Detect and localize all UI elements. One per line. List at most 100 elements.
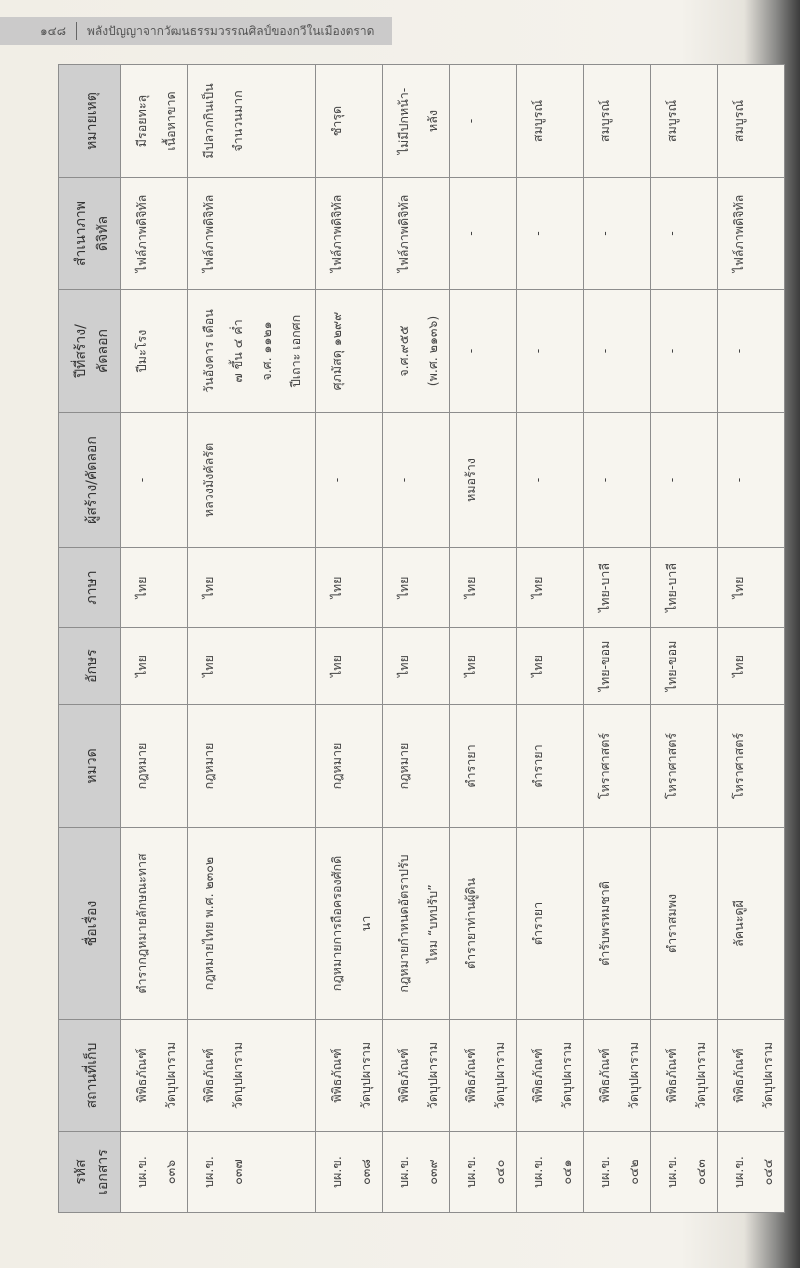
manuscript-table: รหัส เอกสาร สถานที่เก็บ ชื่อเรื่อง หมวด อักษ… (58, 64, 785, 1213)
cell-digital-copy: ไฟล์ภาพดิจิทัล (120, 177, 188, 290)
cell-location: พิพิธภัณฑ์ วัดบุปผาราม (315, 1019, 383, 1132)
cell-script: ไทย-ขอม (650, 627, 718, 705)
column-header-remarks: หมายเหตุ (58, 64, 121, 178)
cell-doc-code: บผ.ข. ๐๔๒ (583, 1131, 651, 1213)
column-header-creator: ผู้สร้าง/คัดลอก (58, 412, 121, 548)
cell-remarks: สมบูรณ์ (717, 64, 785, 178)
column-header-location: สถานที่เก็บ (58, 1019, 121, 1132)
cell-digital-copy: - (650, 177, 718, 290)
column-header-language: ภาษา (58, 547, 121, 628)
table-row: บผ.ข. ๐๔๑ พิพิธภัณฑ์ วัดบุปผาราม ตำรายา ตำร… (516, 64, 584, 1213)
divider (75, 22, 77, 40)
cell-language: ไทย (449, 547, 517, 628)
cell-remarks: - (449, 64, 517, 178)
cell-script: ไทย (717, 627, 785, 705)
cell-doc-code: บผ.ข. ๐๔๐ (449, 1131, 517, 1213)
cell-location: พิพิธภัณฑ์ วัดบุปผาราม (187, 1019, 316, 1132)
cell-digital-copy: - (449, 177, 517, 290)
cell-title: กฎหมายการถือครองศักดิ นา (315, 827, 383, 1020)
cell-language: ไทย (187, 547, 316, 628)
column-header-category: หมวด (58, 704, 121, 828)
cell-remarks: ชำรุด (315, 64, 383, 178)
cell-language: ไทย-บาลี (583, 547, 651, 628)
cell-location: พิพิธภัณฑ์ วัดบุปผาราม (583, 1019, 651, 1132)
cell-language: ไทย (382, 547, 450, 628)
cell-year: - (583, 289, 651, 413)
cell-title: กฎหมายไทย พ.ศ. ๒๓๐๒ (187, 827, 316, 1020)
cell-title: กฎหมายกำหนดอัตราปรับ ไหม “บทปรับ” (382, 827, 450, 1020)
cell-digital-copy: ไฟล์ภาพดิจิทัล (382, 177, 450, 290)
cell-remarks: สมบูรณ์ (516, 64, 584, 178)
cell-year: - (650, 289, 718, 413)
cell-doc-code: บผ.ข. ๐๓๗ (187, 1131, 316, 1213)
cell-language: ไทย-บาลี (650, 547, 718, 628)
manuscript-table-rotated: รหัส เอกสาร สถานที่เก็บ ชื่อเรื่อง หมวด อักษ… (58, 64, 785, 1213)
cell-year: ศุภมัสดุ ๑๒๙๙ (315, 289, 383, 413)
cell-script: ไทย (382, 627, 450, 705)
cell-doc-code: บผ.ข. ๐๔๑ (516, 1131, 584, 1213)
cell-year: จ.ศ.๙๕๕ (พ.ศ. ๒๑๓๖) (382, 289, 450, 413)
cell-script: ไทย (449, 627, 517, 705)
cell-remarks: สมบูรณ์ (650, 64, 718, 178)
cell-category: กฎหมาย (120, 704, 188, 828)
cell-category: ตำรายา (516, 704, 584, 828)
cell-year: ปีมะโรง (120, 289, 188, 413)
cell-script: ไทย-ขอม (583, 627, 651, 705)
cell-script: ไทย (516, 627, 584, 705)
cell-language: ไทย (315, 547, 383, 628)
cell-location: พิพิธภัณฑ์ วัดบุปผาราม (449, 1019, 517, 1132)
page-number: ๑๔๘ (40, 23, 66, 38)
cell-category: ตำรายา (449, 704, 517, 828)
cell-script: ไทย (187, 627, 316, 705)
running-head: ๑๔๘ พลังปัญญาจากวัฒนธรรมวรรณศิลป์ของกวีใ… (0, 17, 392, 45)
table-header-row: รหัส เอกสาร สถานที่เก็บ ชื่อเรื่อง หมวด อักษ… (58, 64, 121, 1213)
cell-doc-code: บผ.ข. ๐๓๘ (315, 1131, 383, 1213)
cell-category: กฎหมาย (315, 704, 383, 828)
cell-location: พิพิธภัณฑ์ วัดบุปผาราม (650, 1019, 718, 1132)
cell-language: ไทย (120, 547, 188, 628)
cell-category: โหราศาสตร์ (583, 704, 651, 828)
cell-location: พิพิธภัณฑ์ วัดบุปผาราม (382, 1019, 450, 1132)
cell-creator: หลวงมังคัลรัต (187, 412, 316, 548)
cell-remarks: สมบูรณ์ (583, 64, 651, 178)
column-header-title: ชื่อเรื่อง (58, 827, 121, 1020)
table-row: บผ.ข. ๐๔๔ พิพิธภัณฑ์ วัดบุปผาราม ลัคนะดูผี… (717, 64, 785, 1213)
cell-title: ตำรับพรหมชาติ (583, 827, 651, 1020)
cell-location: พิพิธภัณฑ์ วัดบุปผาราม (120, 1019, 188, 1132)
table-row: บผ.ข. ๐๓๙ พิพิธภัณฑ์ วัดบุปผาราม กฎหมายกำห… (382, 64, 450, 1213)
cell-title: ตำรายา (516, 827, 584, 1020)
cell-location: พิพิธภัณฑ์ วัดบุปผาราม (717, 1019, 785, 1132)
cell-language: ไทย (717, 547, 785, 628)
book-title: พลังปัญญาจากวัฒนธรรมวรรณศิลป์ของกวีในเมื… (86, 23, 375, 38)
table-row: บผ.ข. ๐๓๖ พิพิธภัณฑ์ วัดบุปผาราม ตำรากฎหมา… (120, 64, 188, 1213)
cell-category: โหราศาสตร์ (717, 704, 785, 828)
cell-creator: - (650, 412, 718, 548)
cell-digital-copy: ไฟล์ภาพดิจิทัล (315, 177, 383, 290)
table-row: บผ.ข. ๐๔๓ พิพิธภัณฑ์ วัดบุปผาราม ตำราสมพงโ… (650, 64, 718, 1213)
cell-digital-copy: - (583, 177, 651, 290)
cell-year: - (449, 289, 517, 413)
cell-year: วันอังคาร เดือน ๗ ขึ้น ๔ ค่ำ จ.ศ. ๑๑๒๑ ป… (187, 289, 316, 413)
table-row: บผ.ข. ๐๔๒ พิพิธภัณฑ์ วัดบุปผาราม ตำรับพรหม… (583, 64, 651, 1213)
cell-remarks: ไม่มีปกหน้า- หลัง (382, 64, 450, 178)
cell-script: ไทย (315, 627, 383, 705)
cell-year: - (516, 289, 584, 413)
cell-title: ลัคนะดูผี (717, 827, 785, 1020)
cell-creator: - (583, 412, 651, 548)
cell-creator: - (717, 412, 785, 548)
cell-category: โหราศาสตร์ (650, 704, 718, 828)
cell-title: ตำราสมพง (650, 827, 718, 1020)
cell-title: ตำรายาท่านผู้ดิน (449, 827, 517, 1020)
cell-doc-code: บผ.ข. ๐๔๓ (650, 1131, 718, 1213)
column-header-year: ปีที่สร้าง/ คัดลอก (58, 289, 121, 413)
table-row: บผ.ข. ๐๓๘ พิพิธภัณฑ์ วัดบุปผาราม กฎหมายการ… (315, 64, 383, 1213)
cell-creator: - (382, 412, 450, 548)
cell-location: พิพิธภัณฑ์ วัดบุปผาราม (516, 1019, 584, 1132)
table-row: บผ.ข. ๐๔๐ พิพิธภัณฑ์ วัดบุปผาราม ตำรายาท่า… (449, 64, 517, 1213)
cell-script: ไทย (120, 627, 188, 705)
cell-creator: - (120, 412, 188, 548)
cell-creator: - (315, 412, 383, 548)
cell-language: ไทย (516, 547, 584, 628)
cell-creator: - (516, 412, 584, 548)
